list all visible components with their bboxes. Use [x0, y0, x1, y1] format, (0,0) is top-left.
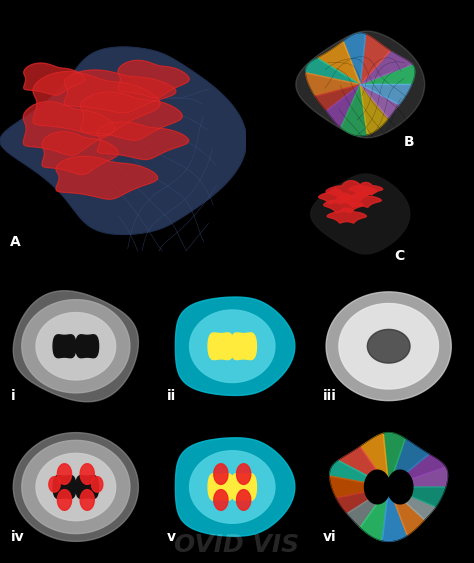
Polygon shape: [360, 51, 412, 84]
Polygon shape: [175, 438, 295, 536]
Polygon shape: [57, 464, 72, 484]
Polygon shape: [318, 41, 360, 84]
Polygon shape: [190, 310, 275, 382]
Polygon shape: [339, 193, 382, 207]
Polygon shape: [214, 490, 228, 510]
Polygon shape: [319, 189, 352, 204]
Text: OVID VIS: OVID VIS: [174, 533, 300, 557]
Text: vi: vi: [323, 530, 337, 544]
Polygon shape: [389, 454, 446, 487]
Polygon shape: [22, 440, 130, 534]
Text: ii: ii: [167, 389, 176, 403]
Text: i: i: [10, 389, 15, 403]
Polygon shape: [208, 473, 234, 501]
Polygon shape: [214, 464, 228, 484]
Polygon shape: [389, 487, 446, 507]
Polygon shape: [296, 31, 425, 138]
Polygon shape: [341, 84, 367, 136]
Polygon shape: [231, 333, 256, 360]
Polygon shape: [339, 303, 438, 389]
Polygon shape: [42, 132, 118, 175]
Polygon shape: [327, 84, 360, 128]
Polygon shape: [383, 432, 405, 487]
Polygon shape: [13, 291, 138, 402]
Polygon shape: [382, 487, 407, 542]
Polygon shape: [13, 432, 138, 542]
Text: iii: iii: [323, 389, 337, 403]
Polygon shape: [76, 476, 99, 498]
Polygon shape: [97, 122, 189, 159]
Polygon shape: [347, 487, 389, 528]
Polygon shape: [0, 47, 246, 234]
Polygon shape: [306, 58, 360, 84]
Polygon shape: [338, 446, 389, 487]
Polygon shape: [389, 487, 436, 520]
Polygon shape: [91, 477, 103, 492]
Polygon shape: [36, 312, 116, 380]
Polygon shape: [343, 33, 365, 84]
Polygon shape: [23, 101, 115, 155]
Polygon shape: [330, 476, 389, 498]
Polygon shape: [324, 195, 363, 213]
Polygon shape: [360, 434, 389, 487]
Polygon shape: [306, 73, 360, 96]
Polygon shape: [330, 461, 389, 487]
Polygon shape: [57, 490, 72, 510]
Polygon shape: [24, 63, 85, 95]
Polygon shape: [327, 208, 366, 223]
Text: iv: iv: [10, 530, 24, 544]
Polygon shape: [360, 84, 388, 135]
Polygon shape: [22, 300, 130, 393]
Polygon shape: [64, 70, 176, 113]
Text: B: B: [404, 135, 415, 149]
Polygon shape: [360, 64, 415, 84]
Polygon shape: [33, 72, 160, 136]
Polygon shape: [389, 487, 425, 535]
Polygon shape: [76, 335, 99, 358]
Polygon shape: [53, 335, 76, 358]
Polygon shape: [387, 470, 413, 504]
Polygon shape: [349, 182, 383, 195]
Polygon shape: [80, 464, 94, 484]
Polygon shape: [326, 181, 376, 200]
Text: A: A: [10, 235, 20, 249]
Polygon shape: [237, 490, 251, 510]
Polygon shape: [365, 470, 390, 504]
Polygon shape: [389, 467, 447, 487]
Polygon shape: [49, 477, 60, 492]
Polygon shape: [326, 292, 451, 401]
Polygon shape: [389, 439, 429, 487]
Polygon shape: [36, 453, 116, 521]
Polygon shape: [190, 451, 275, 523]
Polygon shape: [337, 487, 389, 513]
Polygon shape: [231, 473, 256, 501]
Polygon shape: [310, 174, 410, 254]
Polygon shape: [80, 490, 94, 510]
Text: C: C: [394, 249, 404, 263]
Polygon shape: [118, 60, 189, 98]
Polygon shape: [360, 34, 390, 84]
Polygon shape: [315, 84, 360, 111]
Polygon shape: [208, 333, 234, 360]
Polygon shape: [81, 92, 182, 140]
Polygon shape: [360, 487, 389, 540]
Polygon shape: [360, 84, 411, 105]
Polygon shape: [237, 464, 251, 484]
Polygon shape: [56, 156, 158, 199]
Polygon shape: [53, 476, 76, 498]
Text: v: v: [167, 530, 176, 544]
Polygon shape: [367, 329, 410, 363]
Polygon shape: [175, 297, 295, 395]
Polygon shape: [360, 84, 399, 118]
